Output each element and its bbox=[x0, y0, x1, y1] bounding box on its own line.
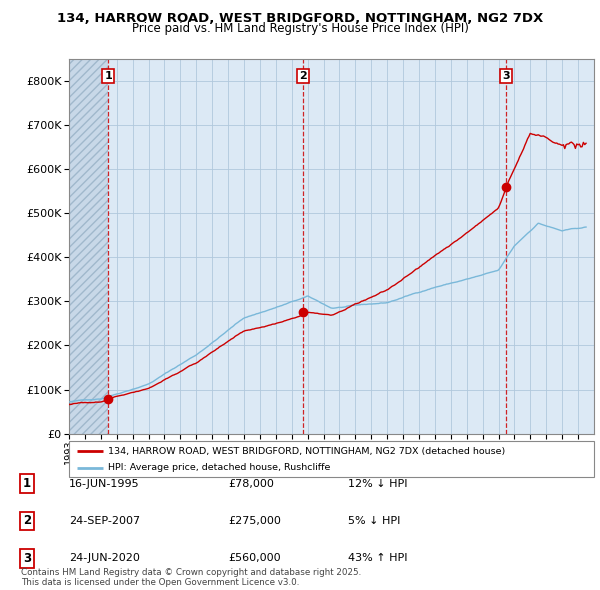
Text: 5% ↓ HPI: 5% ↓ HPI bbox=[348, 516, 400, 526]
Text: 3: 3 bbox=[502, 71, 510, 81]
Text: 16-JUN-1995: 16-JUN-1995 bbox=[69, 479, 140, 489]
Text: 24-SEP-2007: 24-SEP-2007 bbox=[69, 516, 140, 526]
FancyBboxPatch shape bbox=[69, 441, 594, 477]
Text: HPI: Average price, detached house, Rushcliffe: HPI: Average price, detached house, Rush… bbox=[109, 463, 331, 473]
Text: 134, HARROW ROAD, WEST BRIDGFORD, NOTTINGHAM, NG2 7DX: 134, HARROW ROAD, WEST BRIDGFORD, NOTTIN… bbox=[57, 12, 543, 25]
Text: 1: 1 bbox=[104, 71, 112, 81]
Text: 12% ↓ HPI: 12% ↓ HPI bbox=[348, 479, 407, 489]
Text: 1: 1 bbox=[23, 477, 31, 490]
Text: Price paid vs. HM Land Registry's House Price Index (HPI): Price paid vs. HM Land Registry's House … bbox=[131, 22, 469, 35]
Text: 3: 3 bbox=[23, 552, 31, 565]
Text: 2: 2 bbox=[23, 514, 31, 527]
Text: £560,000: £560,000 bbox=[228, 553, 281, 563]
Text: 24-JUN-2020: 24-JUN-2020 bbox=[69, 553, 140, 563]
Text: 134, HARROW ROAD, WEST BRIDGFORD, NOTTINGHAM, NG2 7DX (detached house): 134, HARROW ROAD, WEST BRIDGFORD, NOTTIN… bbox=[109, 447, 506, 455]
Bar bbox=[69, 59, 108, 434]
Text: £275,000: £275,000 bbox=[228, 516, 281, 526]
Text: £78,000: £78,000 bbox=[228, 479, 274, 489]
Text: 43% ↑ HPI: 43% ↑ HPI bbox=[348, 553, 407, 563]
Text: 2: 2 bbox=[299, 71, 307, 81]
Text: Contains HM Land Registry data © Crown copyright and database right 2025.
This d: Contains HM Land Registry data © Crown c… bbox=[21, 568, 361, 587]
